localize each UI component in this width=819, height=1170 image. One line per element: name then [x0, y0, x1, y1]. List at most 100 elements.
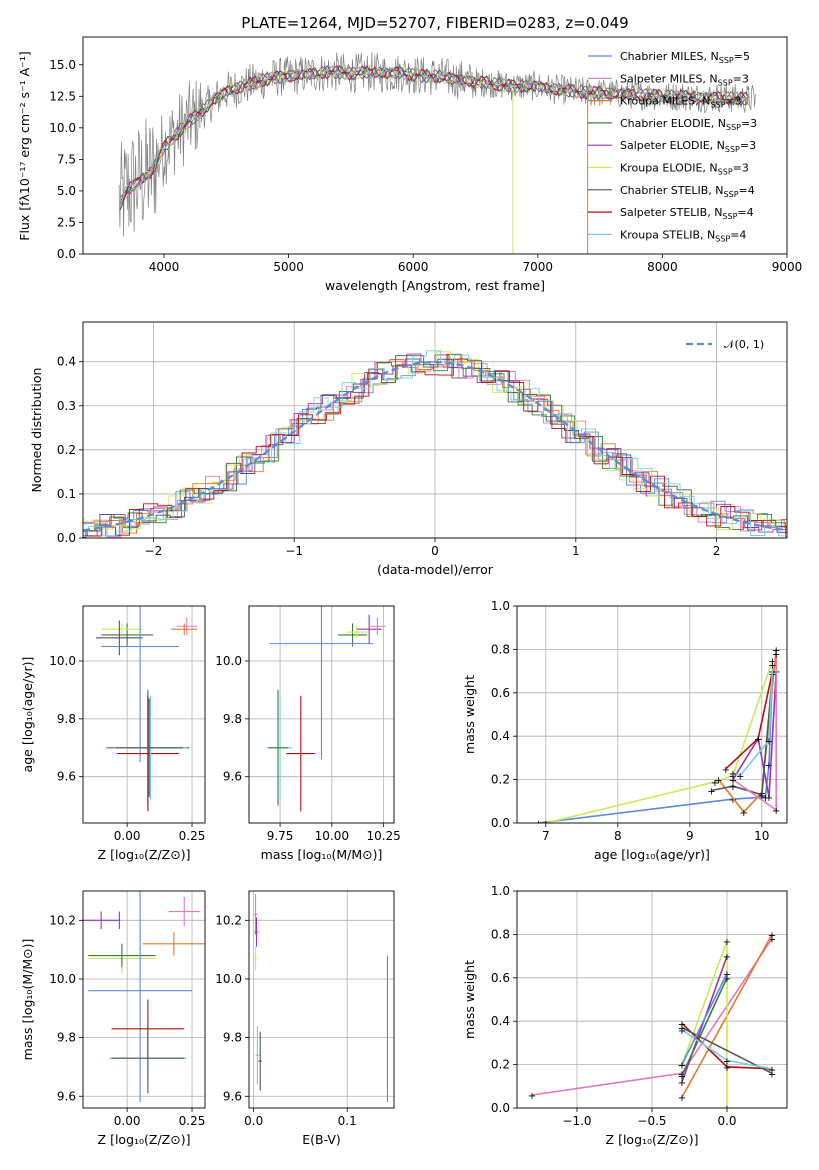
y-tick-label: 0.1	[57, 487, 76, 501]
mass-weight-line	[732, 653, 778, 812]
legend-entry: Kroupa MILES, NSSP=3	[620, 95, 742, 110]
legend-text: Kroupa ELODIE, N	[620, 162, 718, 175]
data-marker: +	[678, 1093, 686, 1104]
data-marker: +	[768, 1065, 776, 1076]
x-tick-label: 10	[754, 829, 769, 843]
data-marker: +	[723, 974, 731, 985]
x-tick-label: 7000	[523, 260, 554, 274]
legend-subscript: SSP	[715, 234, 730, 243]
data-marker: +	[772, 645, 780, 656]
y-tick-label: 0.0	[57, 531, 76, 545]
mass-weight-line	[681, 1029, 773, 1070]
legend-text: Salpeter STELIB, N	[620, 206, 722, 219]
x-tick-label: 9	[686, 829, 694, 843]
y-tick-label: 9.8	[223, 1031, 242, 1045]
mass-weight-line	[732, 664, 774, 777]
y-tick-label: 0.8	[491, 927, 510, 941]
y-tick-label: 0.4	[57, 355, 76, 369]
y-tick-label: 1.0	[491, 884, 510, 898]
y-tick-label: 0.6	[491, 686, 510, 700]
model-spectrum-line	[120, 64, 749, 205]
data-marker: +	[678, 1078, 686, 1089]
y-tick-label: 10.2	[49, 913, 76, 927]
x-tick-label: 9.75	[267, 829, 294, 843]
x-tick-label: 6000	[398, 260, 429, 274]
data-marker: +	[723, 952, 731, 963]
data-marker: +	[768, 930, 776, 941]
y-tick-label: 10.0	[215, 972, 242, 986]
y-tick-label: 9.6	[223, 770, 242, 784]
y-tick-label: 12.5	[49, 89, 76, 103]
legend-entry: 𝒩(0, 1)	[724, 338, 764, 351]
x-tick-label: −1	[285, 544, 303, 558]
data-marker: +	[534, 819, 542, 830]
data-marker: +	[765, 737, 773, 748]
data-marker: +	[729, 795, 737, 806]
legend-subscript: SSP	[719, 56, 734, 65]
y-tick-label: 9.6	[57, 770, 76, 784]
legend-subscript: SSP	[726, 123, 741, 132]
legend-entry: Salpeter STELIB, NSSP=4	[620, 206, 754, 221]
y-tick-label: 10.0	[49, 121, 76, 135]
y-tick-label: 7.5	[57, 152, 76, 166]
mass-weight-line	[681, 973, 728, 1065]
data-marker: +	[678, 1019, 686, 1030]
data-marker: +	[729, 782, 737, 793]
x-axis-label: Z [log₁₀(Z/Z⊙)]	[98, 847, 191, 862]
residual-histogram-step	[83, 353, 787, 537]
plot-area	[267, 606, 386, 812]
y-tick-label: 15.0	[49, 58, 76, 72]
data-marker: +	[736, 771, 744, 782]
y-tick-label: 0.8	[491, 642, 510, 656]
y-axis-label: Normed distribution	[29, 368, 44, 493]
legend-entry: Chabrier MILES, NSSP=5	[620, 50, 750, 65]
x-axis-label: age [log₁₀(age/yr)]	[594, 847, 710, 862]
residual-histogram-step	[83, 350, 787, 537]
chart-title: PLATE=1264, MJD=52707, FIBERID=0283, z=0…	[241, 14, 628, 32]
data-marker: +	[723, 969, 731, 980]
data-marker: +	[678, 1024, 686, 1035]
model-spectrum-line	[119, 64, 749, 207]
normal-curve-line	[83, 360, 787, 532]
y-axis-label: mass weight	[462, 675, 477, 754]
data-marker: +	[678, 1061, 686, 1072]
axes-frame	[516, 605, 788, 824]
legend-suffix: =3	[733, 162, 749, 175]
y-tick-label: 0.6	[491, 971, 510, 985]
x-tick-label: 0	[431, 544, 439, 558]
data-marker: +	[542, 819, 550, 830]
residual-histogram-step	[83, 353, 787, 538]
data-marker: +	[772, 650, 780, 661]
data-marker: +	[729, 776, 737, 787]
legend-suffix: =4	[739, 184, 755, 197]
mass-weight-line	[725, 670, 774, 770]
y-tick-label: 9.8	[223, 712, 242, 726]
y-axis-label: mass [log₁₀(M/M⊙)]	[20, 939, 35, 1061]
data-marker: +	[768, 656, 776, 667]
legend-subscript: SSP	[710, 101, 725, 110]
y-tick-label: 2.5	[57, 215, 76, 229]
legend-suffix: =5	[734, 50, 750, 63]
legend-entry: Salpeter ELODIE, NSSP=3	[620, 139, 756, 154]
x-tick-label: 0.00	[114, 1114, 141, 1128]
x-tick-label: 4000	[149, 260, 180, 274]
data-marker: +	[768, 661, 776, 672]
data-marker: +	[723, 1063, 731, 1074]
x-tick-label: 9000	[772, 260, 803, 274]
data-marker: +	[768, 1065, 776, 1076]
data-marker: +	[528, 1091, 536, 1102]
plot-area: ++ +++++++++++++++++++ ++++++++++	[534, 645, 780, 830]
model-spectrum-line	[120, 65, 749, 198]
x-tick-label: 2	[713, 544, 721, 558]
legend-text: Salpeter MILES, N	[620, 72, 718, 85]
mass-weight-line	[681, 1022, 773, 1070]
x-axis-label: Z [log₁₀(Z/Z⊙)]	[98, 1132, 191, 1147]
y-tick-label: 0.2	[57, 443, 76, 457]
x-tick-label: 5000	[273, 260, 304, 274]
data-marker: +	[768, 1069, 776, 1080]
legend-text: Kroupa STELIB, N	[620, 228, 715, 241]
data-marker: +	[758, 791, 766, 802]
x-tick-label: 0.0	[717, 1114, 736, 1128]
legend-text: Salpeter ELODIE, N	[620, 139, 725, 152]
